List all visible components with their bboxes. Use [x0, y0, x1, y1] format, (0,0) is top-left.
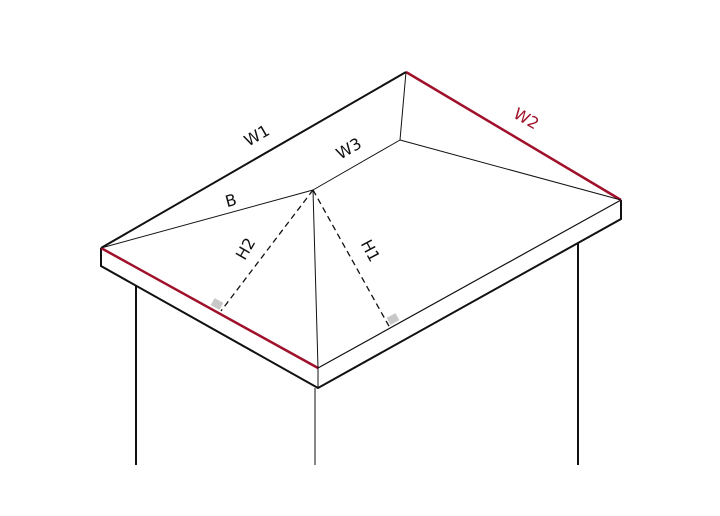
- w2-edge: [405, 70, 622, 202]
- label-w3: W3: [333, 134, 365, 163]
- h2-dashed-line: [220, 189, 314, 312]
- label-b: B: [223, 190, 239, 211]
- label-w2: W2: [510, 104, 542, 133]
- fascia-bottom-edge: [100, 200, 622, 390]
- front-right-eave: [317, 199, 622, 369]
- h1-right-angle-marker: [386, 313, 400, 325]
- back-hip: [399, 71, 407, 141]
- front-hip: [312, 189, 319, 369]
- w3-ridge: [312, 139, 401, 191]
- front-left-edge: [100, 246, 319, 370]
- w1-edge: [100, 71, 407, 249]
- label-h1: H1: [357, 236, 384, 265]
- h2-right-angle-marker: [210, 298, 224, 310]
- right-hip: [399, 139, 622, 201]
- label-h2: H2: [232, 234, 260, 263]
- h1-dashed-line: [312, 189, 391, 329]
- b-hip: [100, 189, 314, 249]
- label-w1: W1: [241, 121, 273, 150]
